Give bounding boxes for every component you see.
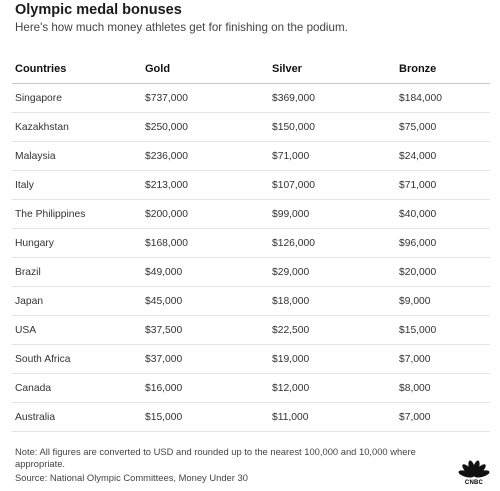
bronze-cell: $15,000 [399, 324, 437, 336]
page-subtitle: Here's how much money athletes get for f… [15, 21, 348, 34]
silver-cell: $19,000 [272, 353, 310, 365]
bronze-cell: $9,000 [399, 295, 431, 307]
silver-cell: $22,500 [272, 324, 310, 336]
bronze-cell: $184,000 [399, 92, 442, 104]
silver-cell: $71,000 [272, 150, 310, 162]
table-row: Italy $213,000 $107,000 $71,000 [12, 171, 490, 200]
country-cell: Australia [15, 411, 56, 423]
gold-cell: $37,000 [145, 353, 183, 365]
gold-cell: $168,000 [145, 237, 188, 249]
bronze-cell: $7,000 [399, 353, 431, 365]
table-row: USA $37,500 $22,500 $15,000 [12, 316, 490, 345]
logo-wordmark: CNBC [464, 480, 484, 486]
table-row: Australia $15,000 $11,000 $7,000 [12, 403, 490, 432]
medal-bonus-table: Countries Gold Silver Bronze Singapore $7… [12, 54, 490, 432]
table-body: Singapore $737,000 $369,000 $184,000 Kazakhs… [12, 84, 490, 432]
bronze-cell: $24,000 [399, 150, 437, 162]
bronze-cell: $7,000 [399, 411, 431, 423]
country-cell: Japan [15, 295, 44, 307]
table-row: Canada $16,000 $12,000 $8,000 [12, 374, 490, 403]
page-title: Olympic medal bonuses [15, 2, 182, 18]
table-header-row: Countries Gold Silver Bronze [12, 54, 490, 84]
silver-cell: $150,000 [272, 121, 315, 133]
table-row: Malaysia $236,000 $71,000 $24,000 [12, 142, 490, 171]
bronze-cell: $71,000 [399, 179, 437, 191]
silver-cell: $99,000 [272, 208, 310, 220]
gold-cell: $236,000 [145, 150, 188, 162]
table-row: Singapore $737,000 $369,000 $184,000 [12, 84, 490, 113]
silver-cell: $126,000 [272, 237, 315, 249]
column-header-countries: Countries [15, 62, 67, 75]
country-cell: Hungary [15, 237, 54, 249]
gold-cell: $16,000 [145, 382, 183, 394]
cnbc-peacock-icon [458, 460, 490, 478]
country-cell: Malaysia [15, 150, 56, 162]
silver-cell: $29,000 [272, 266, 310, 278]
silver-cell: $11,000 [272, 411, 309, 423]
gold-cell: $737,000 [145, 92, 188, 104]
cnbc-logo: CNBC [458, 456, 490, 488]
bronze-cell: $8,000 [399, 382, 431, 394]
silver-cell: $12,000 [272, 382, 310, 394]
table-row: Kazakhstan $250,000 $150,000 $75,000 [12, 113, 490, 142]
country-cell: South Africa [15, 353, 71, 365]
column-header-gold: Gold [145, 62, 171, 75]
silver-cell: $107,000 [272, 179, 315, 191]
gold-cell: $45,000 [145, 295, 183, 307]
silver-cell: $18,000 [272, 295, 310, 307]
gold-cell: $37,500 [145, 324, 183, 336]
table-row: Brazil $49,000 $29,000 $20,000 [12, 258, 490, 287]
bronze-cell: $96,000 [399, 237, 437, 249]
country-cell: The Philippines [15, 208, 86, 220]
country-cell: Italy [15, 179, 34, 191]
silver-cell: $369,000 [272, 92, 315, 104]
country-cell: Singapore [15, 92, 62, 104]
footnote: Note: All figures are converted to USD a… [15, 446, 416, 469]
country-cell: Canada [15, 382, 52, 394]
table-row: Hungary $168,000 $126,000 $96,000 [12, 229, 490, 258]
country-cell: Kazakhstan [15, 121, 69, 133]
table-row: South Africa $37,000 $19,000 $7,000 [12, 345, 490, 374]
gold-cell: $213,000 [145, 179, 188, 191]
gold-cell: $49,000 [145, 266, 183, 278]
gold-cell: $200,000 [145, 208, 188, 220]
bronze-cell: $20,000 [399, 266, 437, 278]
gold-cell: $15,000 [145, 411, 183, 423]
column-header-bronze: Bronze [399, 62, 437, 75]
table-row: The Philippines $200,000 $99,000 $40,000 [12, 200, 490, 229]
source-line: Source: National Olympic Committees, Mon… [15, 472, 248, 483]
country-cell: Brazil [15, 266, 41, 278]
peacock-feather [473, 470, 490, 478]
column-header-silver: Silver [272, 62, 302, 75]
gold-cell: $250,000 [145, 121, 188, 133]
bronze-cell: $75,000 [399, 121, 437, 133]
country-cell: USA [15, 324, 37, 336]
bronze-cell: $40,000 [399, 208, 437, 220]
table-row: Japan $45,000 $18,000 $9,000 [12, 287, 490, 316]
